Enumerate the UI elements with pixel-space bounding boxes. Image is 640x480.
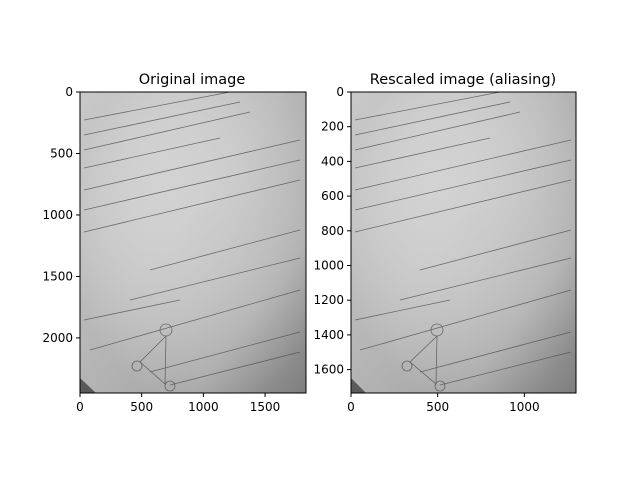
y-tick-label: 1000 [313,258,344,272]
y-tick-label: 1500 [42,269,73,283]
axes-frame [79,91,307,394]
x-tick-label: 500 [130,400,153,414]
y-tick-label: 0 [65,85,73,99]
axis-ticks: 0 500 1000 1500 0 500 1000 1500 2000 [42,85,280,414]
y-tick-label: 600 [321,189,344,203]
y-tick-label: 1200 [313,293,344,307]
x-tick-label: 1500 [250,400,281,414]
y-tick-label: 2000 [42,331,73,345]
x-tick-label: 500 [426,400,449,414]
y-tick-label: 1600 [313,363,344,377]
y-tick-label: 200 [321,120,344,134]
y-tick-label: 0 [336,85,344,99]
original-image-panel: Original image 0 500 1000 1500 0 500 1000 1500 2… [42,72,307,414]
y-tick-label: 1000 [42,208,73,222]
axis-ticks: 0 500 1000 0 200 400 600 800 1000 1200 1400 1600 [313,85,539,414]
x-tick-label: 1000 [188,400,219,414]
image-area [80,91,306,393]
chart-title: Original image [139,72,246,88]
chart-title: Rescaled image (aliasing) [370,72,556,88]
y-tick-label: 400 [321,154,344,168]
y-tick-label: 1400 [313,328,344,342]
y-tick-label: 800 [321,224,344,238]
x-tick-label: 0 [347,400,355,414]
image-area [351,91,576,393]
y-tick-label: 500 [50,146,73,160]
rescaled-image-panel: Rescaled image (aliasing) 0 500 1000 0 200 40… [313,72,577,414]
x-tick-label: 0 [76,400,84,414]
x-tick-label: 1000 [509,400,540,414]
axes-frame [350,91,577,394]
